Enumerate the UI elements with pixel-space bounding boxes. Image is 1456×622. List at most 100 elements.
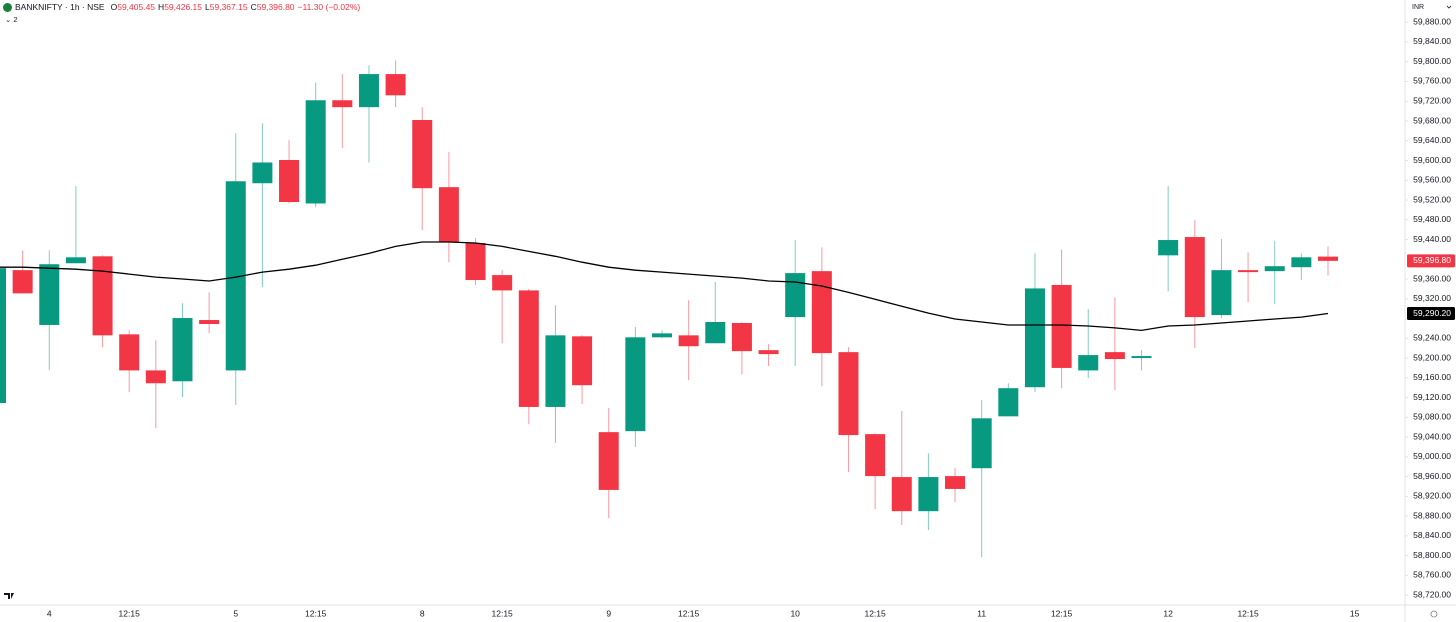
x-tick-label: 12:15 [864, 608, 886, 618]
y-tick-label: 59,640.00 [1413, 135, 1451, 145]
currency[interactable]: INR [1412, 4, 1424, 11]
y-tick-label: 59,240.00 [1413, 333, 1451, 343]
y-tick-label: 59,080.00 [1413, 412, 1451, 422]
y-tick-label: 59,680.00 [1413, 115, 1451, 125]
x-tick-label: 4 [47, 608, 52, 618]
ohlc-key: O [110, 2, 118, 12]
candle-body [358, 74, 379, 108]
ohlc-value: 59,405.45 [117, 2, 156, 12]
candle-body [332, 100, 353, 108]
x-tick-label: 8 [420, 608, 425, 618]
ohlc-value: 59,426.15 [164, 2, 203, 12]
candle-body [811, 271, 832, 354]
y-tick-label: 59,000.00 [1413, 451, 1451, 461]
y-tick-label: 59,600.00 [1413, 155, 1451, 165]
y-tick-label: 59,120.00 [1413, 392, 1451, 402]
candle-body [518, 290, 539, 407]
candle-body [92, 256, 113, 336]
y-tick-label: 59,320.00 [1413, 293, 1451, 303]
axis-price-label: 59,396.80 [1413, 255, 1451, 265]
x-tick-label: 12:15 [119, 608, 141, 618]
candle-body [1238, 270, 1259, 273]
y-tick-label: 59,880.00 [1413, 16, 1451, 26]
y-tick-label: 59,560.00 [1413, 175, 1451, 185]
candle-body [145, 370, 166, 384]
x-tick-label: 12:15 [1051, 608, 1073, 618]
candle-body [1051, 284, 1072, 368]
y-tick-label: 58,920.00 [1413, 491, 1451, 501]
x-tick-label: 15 [1350, 608, 1360, 618]
candle-body [731, 322, 752, 352]
candle-body [998, 388, 1019, 417]
indicators-toggle[interactable]: ⌄ 2 [5, 15, 18, 24]
x-tick-label: 9 [606, 608, 611, 618]
ohlc-value: 59,396.80 [256, 2, 295, 12]
y-tick-label: 59,760.00 [1413, 76, 1451, 86]
candle-body [1291, 257, 1312, 268]
symbol[interactable]: BANKNIFTY · 1h · NSE [15, 2, 105, 12]
change: −11.30 (−0.02%) [297, 2, 361, 12]
tv-logo [4, 593, 14, 599]
x-tick-label: 12:15 [492, 608, 514, 618]
candle-body [758, 350, 779, 355]
candle-body [172, 318, 193, 382]
candle-body [1131, 356, 1152, 359]
candle-body [705, 322, 726, 344]
y-tick-label: 59,360.00 [1413, 273, 1451, 283]
candle-body [465, 242, 486, 281]
candle-body [0, 268, 6, 404]
candle-body [1211, 270, 1232, 316]
candle-body [572, 336, 593, 386]
plot [0, 60, 1338, 558]
x-tick-label: 11 [977, 608, 986, 618]
candle-body [412, 120, 433, 189]
x-tick-label: 10 [790, 608, 800, 618]
y-tick-label: 59,040.00 [1413, 431, 1451, 441]
candle-body [252, 162, 273, 184]
candle-body [305, 100, 326, 204]
moving-average [0, 241, 1329, 332]
x-tick-label: 12:15 [305, 608, 327, 618]
y-tick-label: 59,720.00 [1413, 95, 1451, 105]
x-tick-label: 12 [1163, 608, 1173, 618]
y-tick-label: 59,480.00 [1413, 214, 1451, 224]
ohlc-key: C [250, 2, 257, 12]
ohlc-key: H [158, 2, 165, 12]
candle-body [225, 181, 246, 371]
axis-price-box [1407, 307, 1455, 321]
candle-body [119, 334, 140, 371]
candle-body [865, 434, 886, 477]
candle-body [1078, 355, 1099, 371]
x-tick-label: 5 [233, 608, 238, 618]
y-tick-label: 58,720.00 [1413, 589, 1451, 599]
y-tick-label: 58,840.00 [1413, 530, 1451, 540]
axis-price-box [1407, 254, 1455, 268]
candle-body [545, 335, 566, 407]
candle-body [891, 477, 912, 512]
axis-price-label: 59,290.20 [1413, 308, 1451, 318]
y-tick-label: 58,800.00 [1413, 550, 1451, 560]
candle-body [838, 352, 859, 436]
candle-body [918, 477, 939, 512]
candle-body [279, 160, 300, 202]
y-tick-label: 59,800.00 [1413, 56, 1451, 66]
currency-dropdown[interactable] [1446, 5, 1452, 9]
x-tick-label: 12:15 [1237, 608, 1259, 618]
candle-body [971, 418, 992, 469]
candle-body [1104, 352, 1125, 360]
candle-body [12, 270, 33, 294]
x-tick-label: 12:15 [678, 608, 700, 618]
candle-body [1264, 266, 1285, 272]
candle-body [1184, 237, 1205, 318]
indicator-count: 2 [13, 15, 18, 24]
y-tick-label: 59,200.00 [1413, 352, 1451, 362]
legend-header: BANKNIFTY · 1h · NSE O59,405.45 H59,426.1… [3, 2, 360, 12]
y-tick-label: 58,760.00 [1413, 570, 1451, 580]
candle-body [39, 264, 60, 325]
ohlc-values: O59,405.45 H59,426.15 L59,367.15 C59,396.80 [108, 2, 295, 12]
settings-icon[interactable] [1430, 610, 1438, 618]
candle-body [385, 74, 406, 96]
candle-body [199, 320, 220, 324]
